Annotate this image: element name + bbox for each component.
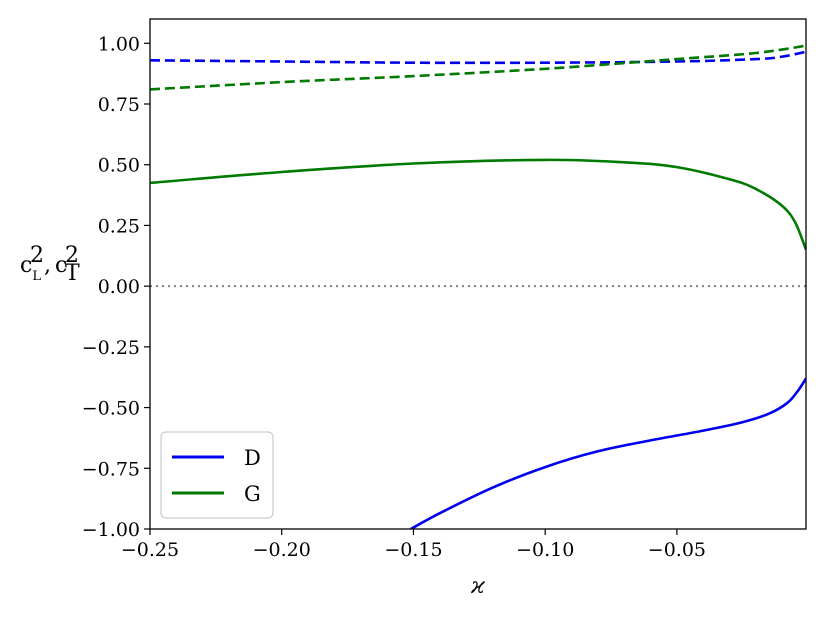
x-axis-label: ϰ [470,574,485,599]
svg-text:2: 2 [30,243,44,268]
x-tick-label: −0.10 [516,539,574,561]
legend: D G [160,431,274,519]
svg-text:,: , [44,253,51,278]
plot-frame [149,18,807,530]
y-tick-label: −0.50 [82,398,140,420]
y-tick-label: 0.00 [98,276,140,298]
y-tick-label: −0.25 [82,337,140,359]
plot-content [150,44,806,529]
svg-text:T: T [65,261,80,286]
legend-label-G: G [244,482,261,506]
legend-label-D: D [244,446,261,470]
svg-text:2: 2 [65,243,79,268]
y-axis-label: cL 2 , c T 2 [20,243,80,286]
y-tick-label: 0.25 [98,215,140,237]
series-group [150,44,806,529]
y-tick-label: 0.50 [98,155,140,177]
y-tick-label: −0.75 [82,458,140,480]
x-tick-label: −0.25 [121,539,179,561]
y-tick-label: 0.75 [98,94,140,116]
series-G-solid [150,158,806,251]
x-tick-label: −0.20 [253,539,311,561]
series-D-solid [410,377,806,529]
legend-box [160,431,274,519]
y-tick-label: −1.00 [82,519,140,541]
x-tick-label: −0.15 [384,539,442,561]
x-tick-label: −0.05 [648,539,706,561]
svg-text:c: c [55,253,67,278]
y-tick-label: 1.00 [98,33,140,55]
series-D-dashed [150,50,806,65]
series-G-dashed [150,44,806,91]
ticks: −0.25 −0.20 −0.15 −0.10 −0.05 1.00 0.75 0.50 0.2… [82,33,706,561]
